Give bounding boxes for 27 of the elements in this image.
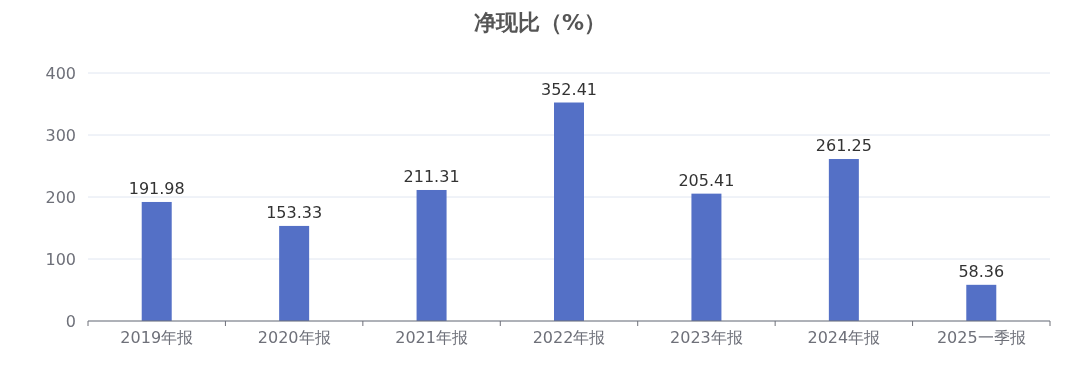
x-tick-label: 2025一季报: [936, 328, 1026, 347]
x-tick-label: 2023年报: [670, 328, 743, 347]
chart-title: 净现比（%）: [473, 10, 607, 35]
x-tick-label: 2021年报: [395, 328, 468, 347]
bar: [416, 189, 447, 321]
data-label: 211.31: [403, 166, 460, 186]
x-tick-label: 2019年报: [120, 328, 194, 347]
bar: [828, 159, 859, 321]
data-label: 191.98: [128, 178, 185, 198]
x-tick-label: 2022年报: [532, 328, 606, 347]
y-tick-label: 300: [45, 125, 76, 145]
y-tick-label: 0: [65, 311, 76, 331]
data-label: 205.41: [678, 170, 735, 190]
x-tick-label: 2020年报: [257, 328, 331, 347]
data-label: 58.36: [958, 261, 1005, 281]
x-tick-label: 2024年报: [807, 328, 881, 347]
y-tick-label: 400: [45, 63, 76, 83]
bar: [691, 193, 722, 321]
y-tick-label: 100: [45, 249, 76, 269]
data-label: 261.25: [815, 136, 872, 156]
bar: [279, 225, 310, 321]
y-tick-label: 200: [45, 187, 76, 207]
bar: [141, 201, 172, 321]
bar: [554, 102, 584, 321]
bar: [966, 284, 997, 321]
data-label: 352.41: [541, 79, 597, 99]
data-label: 153.33: [266, 202, 323, 222]
